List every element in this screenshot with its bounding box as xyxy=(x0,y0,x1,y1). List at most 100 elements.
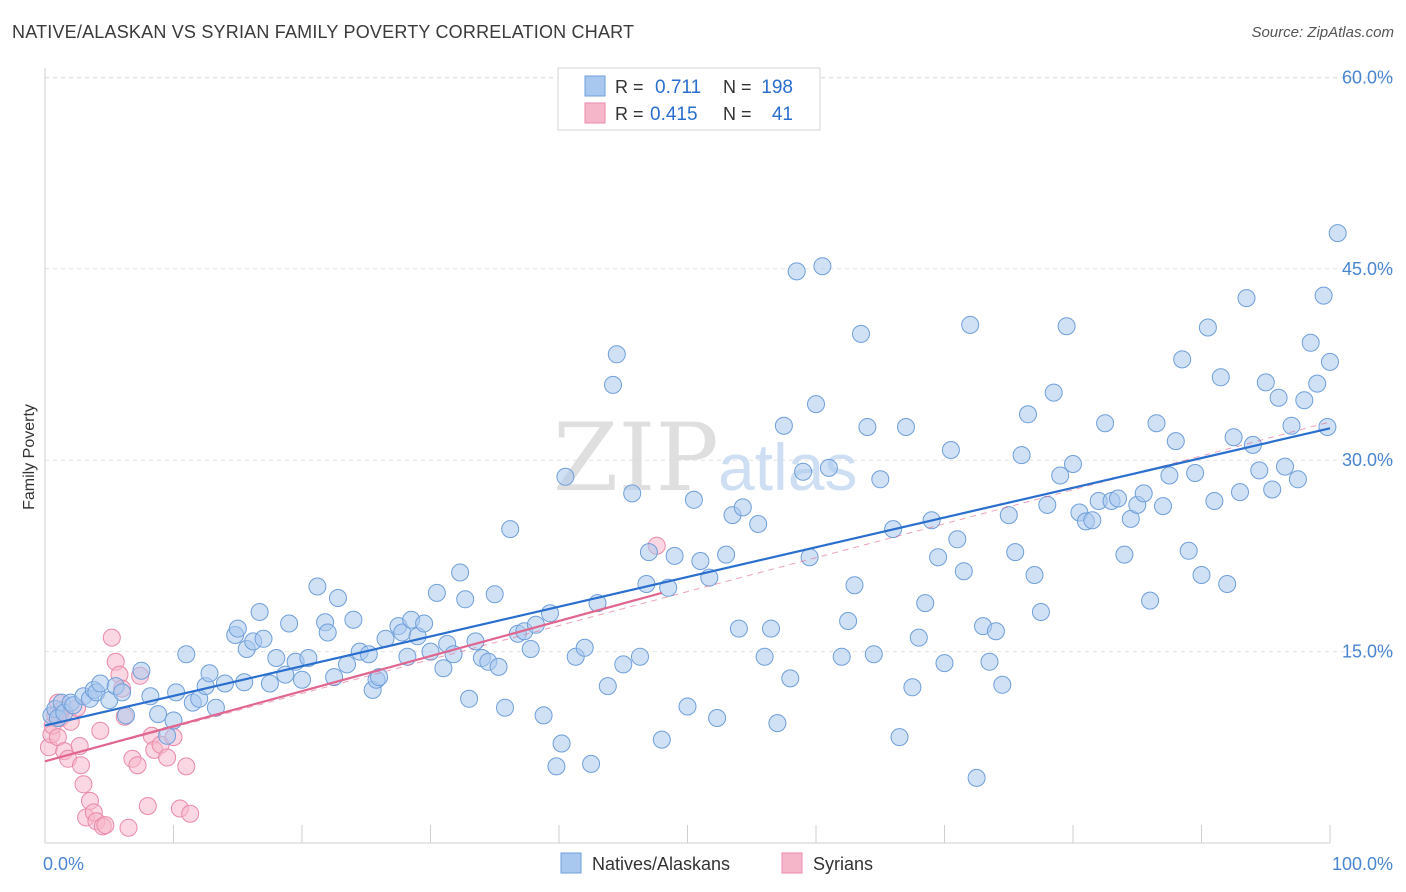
data-point-natives xyxy=(534,706,553,725)
legend-row-syrians: R = 0.415 N = 41 xyxy=(584,102,793,125)
data-point-natives xyxy=(1134,484,1153,503)
data-point-natives xyxy=(582,754,601,773)
data-point-natives xyxy=(813,257,832,276)
legend-swatch-blue xyxy=(584,75,606,97)
data-point-natives xyxy=(639,543,658,562)
data-point-natives xyxy=(768,714,787,733)
data-point-syrians xyxy=(138,797,157,815)
legend-label-natives: Natives/Alaskans xyxy=(592,854,730,874)
data-point-natives xyxy=(1276,457,1294,476)
data-point-natives xyxy=(132,661,151,680)
data-point-syrians xyxy=(128,756,147,775)
data-point-natives xyxy=(318,623,337,642)
data-point-natives xyxy=(678,697,697,716)
data-point-natives xyxy=(1328,224,1347,243)
data-point-natives xyxy=(344,610,363,629)
data-point-natives xyxy=(460,689,479,708)
data-point-natives xyxy=(1314,286,1333,305)
watermark: ZIP atlas xyxy=(553,404,857,513)
data-point-natives xyxy=(117,706,135,725)
data-point-natives xyxy=(631,647,649,666)
data-point-natives xyxy=(999,506,1018,525)
y-tick-label: 30.0% xyxy=(1342,450,1393,470)
data-point-natives xyxy=(167,683,186,702)
data-point-natives xyxy=(521,640,540,658)
data-point-natives xyxy=(1173,350,1192,369)
data-point-natives xyxy=(308,577,327,596)
data-point-natives xyxy=(260,674,279,693)
data-point-natives xyxy=(1044,383,1063,402)
data-point-natives xyxy=(935,654,954,673)
data-point-natives xyxy=(729,619,748,638)
data-point-natives xyxy=(370,668,389,687)
data-point-natives xyxy=(749,515,768,533)
data-point-natives xyxy=(1224,428,1243,447)
data-point-natives xyxy=(1237,289,1256,308)
data-point-natives xyxy=(456,590,475,609)
data-point-natives xyxy=(929,548,948,567)
data-point-syrians xyxy=(74,775,93,794)
data-point-natives xyxy=(1205,492,1224,510)
data-point-natives xyxy=(501,520,520,539)
data-point-natives xyxy=(1282,416,1301,435)
data-point-natives xyxy=(200,664,219,683)
data-point-natives xyxy=(794,462,813,481)
data-point-natives xyxy=(91,674,110,693)
data-point-natives xyxy=(338,655,356,674)
data-point-natives xyxy=(1179,541,1198,560)
data-point-natives xyxy=(556,467,575,486)
y-tick-label: 15.0% xyxy=(1342,642,1393,662)
data-point-natives xyxy=(485,585,504,604)
data-point-natives xyxy=(598,677,617,696)
chart-title: NATIVE/ALASKAN VS SYRIAN FAMILY POVERTY … xyxy=(12,22,635,42)
data-point-natives xyxy=(113,683,132,702)
data-point-natives xyxy=(1006,543,1025,562)
data-point-natives xyxy=(1031,603,1050,621)
data-point-natives xyxy=(858,418,877,436)
data-point-natives xyxy=(1211,368,1230,387)
data-point-natives xyxy=(434,659,453,678)
data-point-natives xyxy=(1218,575,1237,593)
trend-lines xyxy=(44,421,1331,763)
data-point-natives xyxy=(607,345,626,364)
data-point-syrians xyxy=(72,756,90,775)
data-point-natives xyxy=(1057,317,1076,336)
data-point-natives xyxy=(228,619,247,638)
data-point-natives xyxy=(733,498,752,517)
data-point-syrians xyxy=(96,816,115,835)
data-point-natives xyxy=(552,734,571,753)
data-point-natives xyxy=(1147,414,1166,433)
x-tick-label: 100.0% xyxy=(1332,854,1393,874)
data-point-natives xyxy=(1321,352,1339,371)
series-natives-alaskans xyxy=(42,224,1347,787)
data-point-natives xyxy=(1083,511,1102,530)
data-point-natives xyxy=(800,548,819,567)
data-point-natives xyxy=(839,612,858,630)
data-point-natives xyxy=(1115,545,1134,564)
data-point-natives xyxy=(623,484,642,503)
data-point-natives xyxy=(250,603,269,621)
x-tick-label: 0.0% xyxy=(43,854,84,874)
data-point-natives xyxy=(1109,489,1127,508)
data-point-natives xyxy=(149,705,168,724)
legend-swatch-pink xyxy=(781,852,803,874)
data-point-natives xyxy=(1038,495,1057,514)
legend-n-label: N = xyxy=(723,77,752,97)
legend-r-label: R = xyxy=(615,77,644,97)
data-point-natives xyxy=(986,622,1005,641)
data-point-natives xyxy=(993,675,1012,694)
data-point-natives xyxy=(1198,318,1217,337)
data-point-natives xyxy=(1231,483,1249,502)
data-point-natives xyxy=(781,669,800,688)
data-point-natives xyxy=(293,670,311,689)
legend-bottom: Natives/Alaskans Syrians xyxy=(560,852,873,874)
data-point-natives xyxy=(489,657,508,676)
trend-line-extension xyxy=(44,421,1331,762)
data-point-syrians xyxy=(102,628,121,647)
data-point-natives xyxy=(235,673,254,692)
data-point-natives xyxy=(807,395,825,414)
data-point-natives xyxy=(254,629,273,648)
data-point-natives xyxy=(871,470,890,489)
data-point-natives xyxy=(1295,391,1314,410)
data-point-natives xyxy=(267,649,286,667)
